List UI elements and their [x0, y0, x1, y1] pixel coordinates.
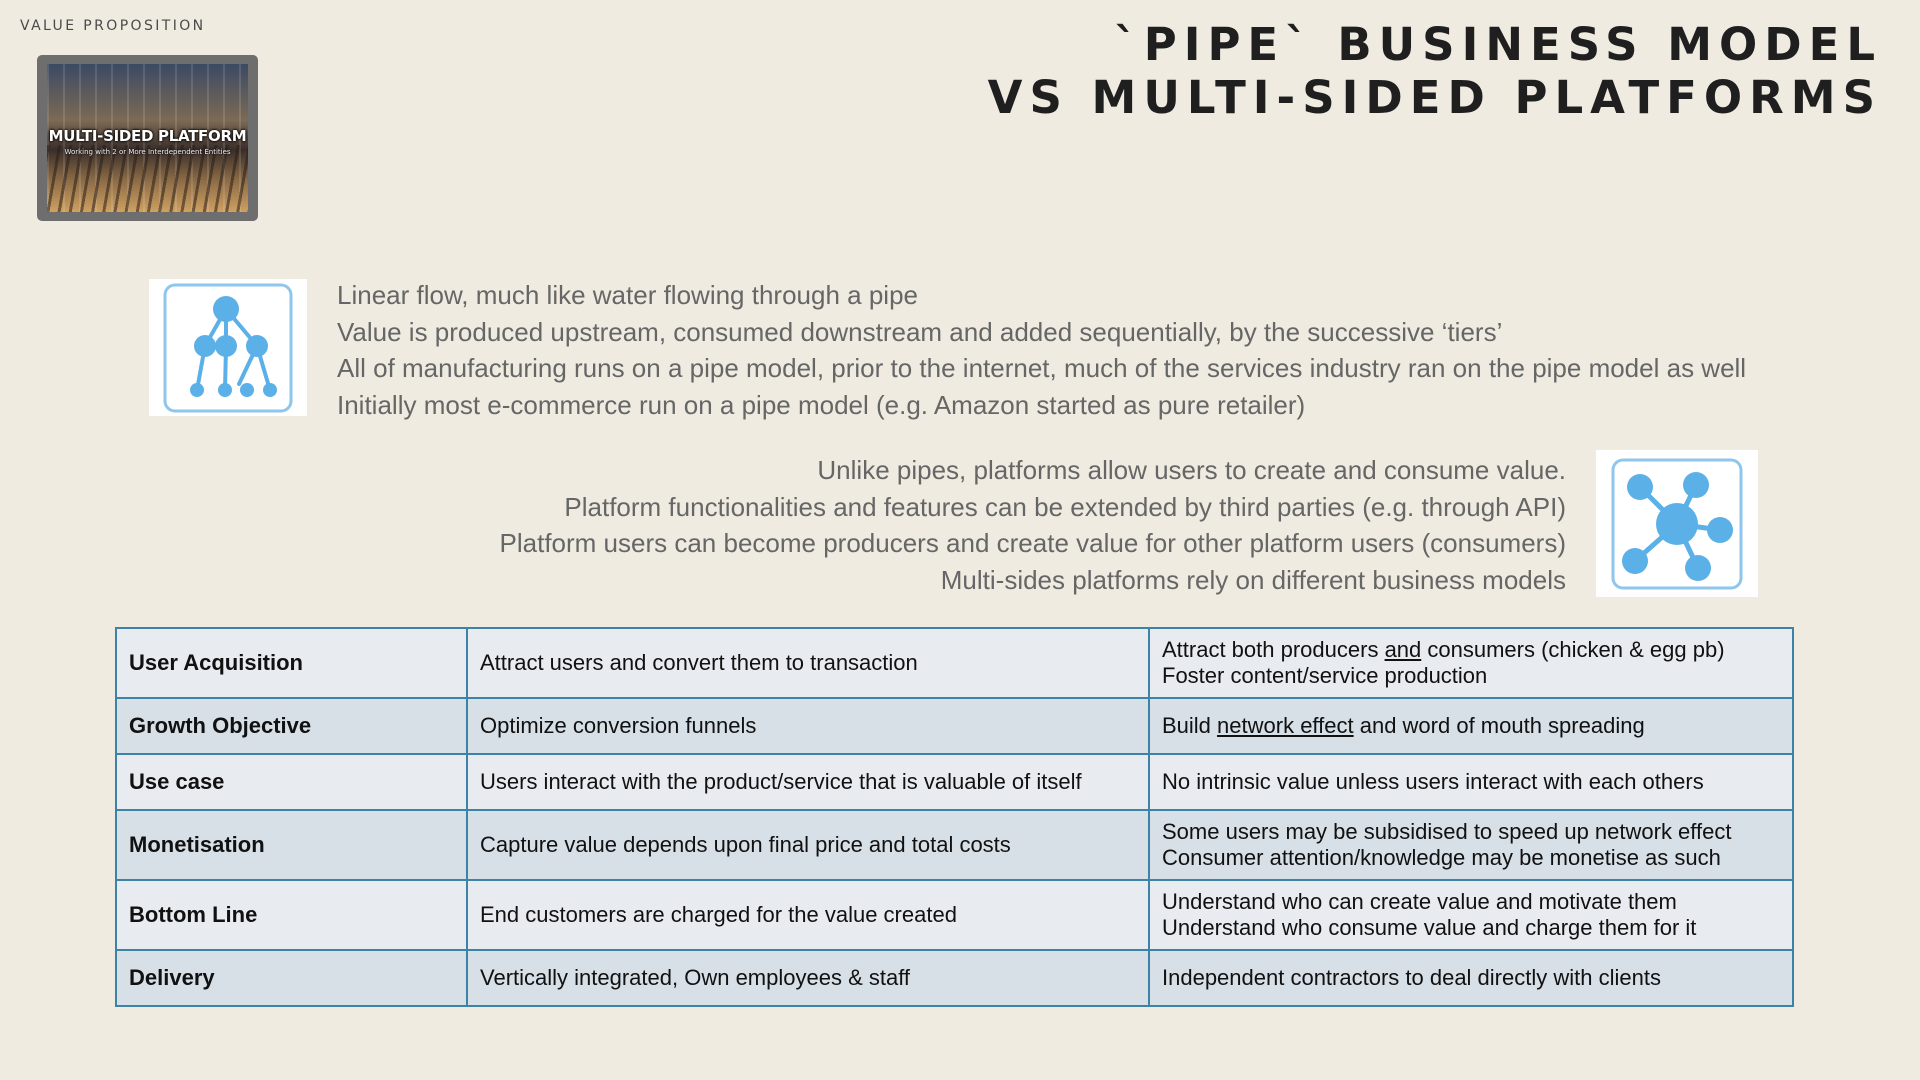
comparison-table: User Acquisition Attract users and conve…: [115, 627, 1794, 1007]
platform-cell-line: Build network effect and word of mouth s…: [1162, 713, 1645, 738]
thumbnail-image: MULTI-SIDED PLATFORM Working with 2 or M…: [47, 64, 248, 212]
pipe-cell: Users interact with the product/service …: [466, 753, 1150, 811]
row-label: User Acquisition: [115, 627, 468, 699]
platform-cell-line: Independent contractors to deal directly…: [1162, 965, 1661, 990]
pipe-cell: Capture value depends upon final price a…: [466, 809, 1150, 881]
table-row: Monetisation Capture value depends upon …: [115, 809, 1794, 881]
hierarchy-tree-icon: [149, 279, 307, 416]
pipe-cell: Optimize conversion funnels: [466, 697, 1150, 755]
page-title-line-2: VS MULTI-SIDED PLATFORMS: [987, 71, 1882, 124]
platform-cell-line: Understand who consume value and charge …: [1162, 915, 1697, 940]
table-row: Use case Users interact with the product…: [115, 753, 1794, 811]
platform-cell: Independent contractors to deal directly…: [1148, 949, 1794, 1007]
table-row: Growth Objective Optimize conversion fun…: [115, 697, 1794, 755]
row-label: Use case: [115, 753, 468, 811]
platform-cell-line: No intrinsic value unless users interact…: [1162, 769, 1704, 794]
table-row: Bottom Line End customers are charged fo…: [115, 879, 1794, 951]
table-row: User Acquisition Attract users and conve…: [115, 627, 1794, 699]
pipe-cell: Vertically integrated, Own employees & s…: [466, 949, 1150, 1007]
platform-cell: No intrinsic value unless users interact…: [1148, 753, 1794, 811]
platform-cell: Some users may be subsidised to speed up…: [1148, 809, 1794, 881]
platform-line-4: Multi-sides platforms rely on different …: [940, 564, 1566, 595]
platform-description: Unlike pipes, platforms allow users to c…: [500, 452, 1566, 598]
pipe-line-3: All of manufacturing runs on a pipe mode…: [337, 353, 1747, 383]
platform-cell-line: Understand who can create value and moti…: [1162, 889, 1677, 914]
platform-cell: Attract both producers and consumers (ch…: [1148, 627, 1794, 699]
pipe-line-2: Value is produced upstream, consumed dow…: [337, 316, 1503, 347]
thumbnail-rails: [47, 145, 248, 212]
pipe-description: Linear flow, much like water flowing thr…: [337, 277, 1746, 423]
row-label: Delivery: [115, 949, 468, 1007]
section-label: VALUE PROPOSITION: [20, 18, 206, 34]
network-effect-link: network effect: [1217, 713, 1354, 738]
platform-cell-line: Attract both producers and consumers (ch…: [1162, 637, 1725, 662]
platform-cell-line: Some users may be subsidised to speed up…: [1162, 819, 1732, 844]
pipe-line-4: Initially most e-commerce run on a pipe …: [337, 389, 1306, 420]
platform-line-3: Platform users can become producers and …: [499, 528, 1566, 558]
pipe-line-1: Linear flow, much like water flowing thr…: [337, 280, 918, 310]
page-title-line-1: `PIPE` BUSINESS MODEL: [1114, 18, 1882, 71]
platform-cell: Build network effect and word of mouth s…: [1148, 697, 1794, 755]
platform-line-1: Unlike pipes, platforms allow users to c…: [817, 455, 1566, 485]
thumbnail-subtitle: Working with 2 or More Interdependent En…: [64, 148, 231, 156]
platform-line-2: Platform functionalities and features ca…: [564, 491, 1566, 522]
platform-cell-line: Foster content/service production: [1162, 663, 1488, 688]
pipe-cell: Attract users and convert them to transa…: [466, 627, 1150, 699]
thumbnail-title: MULTI-SIDED PLATFORM: [48, 127, 247, 145]
row-label: Growth Objective: [115, 697, 468, 755]
multi-sided-platform-thumbnail[interactable]: MULTI-SIDED PLATFORM Working with 2 or M…: [37, 55, 258, 221]
row-label: Monetisation: [115, 809, 468, 881]
network-hub-icon: [1596, 450, 1758, 597]
row-label: Bottom Line: [115, 879, 468, 951]
table-row: Delivery Vertically integrated, Own empl…: [115, 949, 1794, 1007]
platform-cell: Understand who can create value and moti…: [1148, 879, 1794, 951]
pipe-cell: End customers are charged for the value …: [466, 879, 1150, 951]
page-title: `PIPE` BUSINESS MODEL VS MULTI-SIDED PLA…: [988, 18, 1882, 124]
platform-cell-line: Consumer attention/knowledge may be mone…: [1162, 845, 1721, 870]
